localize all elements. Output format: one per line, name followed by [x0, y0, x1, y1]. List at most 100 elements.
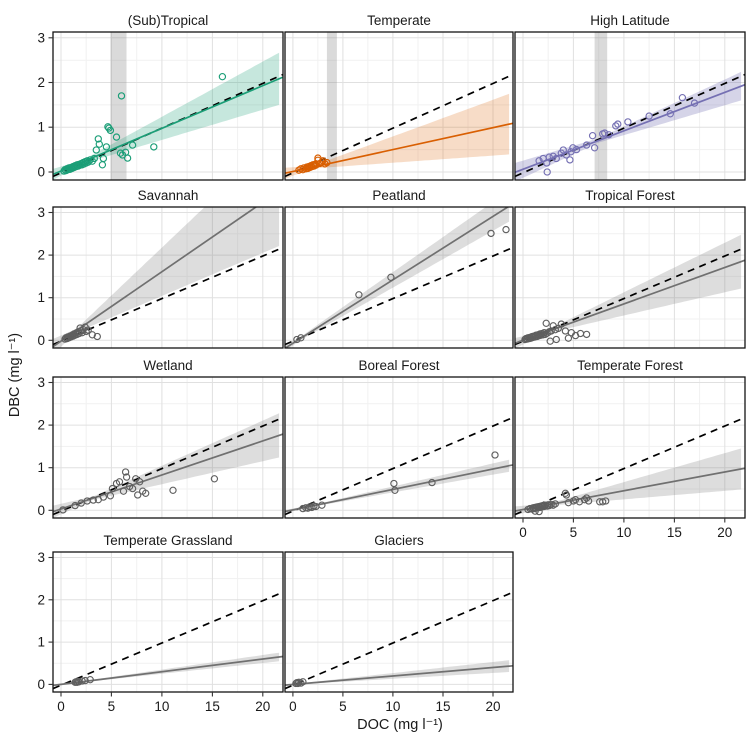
scatter-point: [123, 154, 132, 162]
x-tick-label: 10: [154, 699, 169, 714]
x-tick-label: 0: [519, 525, 527, 540]
x-tick-label: 5: [339, 699, 347, 714]
identity-line: [285, 591, 513, 690]
y-tick-label: 0: [37, 165, 45, 180]
scatter-point: [83, 157, 91, 165]
reference-doc-band: [594, 32, 608, 180]
scatter-point: [552, 154, 560, 163]
scatter-point: [94, 135, 102, 143]
scatter-point: [117, 92, 126, 100]
scatter-point: [584, 497, 593, 505]
scatter-point: [59, 506, 67, 514]
scatter-points: [524, 489, 610, 516]
y-axis-label: DBC (mg l⁻¹): [7, 332, 23, 418]
scatter-point: [564, 334, 573, 342]
scatter-point: [542, 319, 550, 327]
scatter-point: [540, 502, 548, 511]
x-tick-label: 5: [108, 699, 116, 714]
scatter-point: [210, 475, 219, 483]
regression-line: [53, 433, 283, 513]
scatter-point: [84, 158, 92, 166]
scatter-point: [108, 484, 117, 493]
scatter-point: [571, 496, 580, 504]
gridlines: [53, 552, 283, 692]
scatter-point: [136, 478, 144, 486]
scatter-point: [552, 335, 560, 344]
gridlines: [515, 207, 745, 348]
panel-title: Glaciers: [374, 533, 424, 548]
scatter-point: [690, 99, 699, 107]
scatter-point: [502, 225, 510, 234]
scatter-point: [391, 486, 399, 494]
gridlines: [285, 377, 513, 518]
scatter-point: [92, 146, 100, 154]
gridlines: [515, 32, 745, 180]
panel-boreal-forest: Boreal Forest: [284, 358, 514, 519]
y-axis-ticks: 0 1 2 3: [37, 30, 53, 180]
scatter-point: [142, 489, 150, 497]
y-tick-label: 0: [37, 333, 45, 348]
panel-background: [515, 207, 745, 348]
scatter-point: [590, 144, 599, 152]
scatter-point: [605, 131, 613, 139]
panel-border: [284, 31, 514, 181]
scatter-point: [106, 126, 115, 135]
scatter-point: [134, 491, 142, 499]
x-tick-label: 5: [570, 525, 578, 540]
x-tick-label: 20: [485, 699, 500, 714]
y-tick-label: 1: [37, 120, 45, 135]
scatter-point: [557, 320, 565, 328]
scatter-point: [122, 473, 131, 481]
y-tick-label: 3: [37, 205, 45, 220]
y-tick-label: 3: [37, 30, 45, 45]
panel-border: [514, 376, 746, 519]
y-axis-ticks: 0 1 2 3: [37, 205, 53, 348]
regression-line: [53, 207, 258, 348]
scatter-point: [323, 158, 331, 167]
scatter-point: [545, 153, 553, 161]
panel-border: [52, 551, 284, 693]
scatter-point: [588, 132, 597, 140]
scatter-point: [116, 149, 125, 157]
panel-border: [52, 31, 284, 181]
scatter-point: [318, 501, 326, 509]
panel-border: [284, 551, 514, 693]
x-axis-label: DOC (mg l⁻¹): [357, 717, 443, 733]
x-tick-label: 20: [255, 699, 270, 714]
panel-title: Savannah: [138, 188, 199, 203]
y-tick-label: 3: [37, 375, 45, 390]
panel-title: High Latitude: [590, 13, 670, 28]
identity-line: [53, 591, 283, 690]
scatter-point: [102, 143, 111, 151]
confidence-band: [285, 660, 510, 686]
scatter-point: [297, 334, 305, 342]
scatter-point: [71, 501, 79, 510]
scatter-point: [88, 331, 96, 339]
scatter-point: [84, 326, 92, 334]
y-tick-label: 1: [37, 290, 45, 305]
regression-line: [53, 655, 283, 687]
identity-line: [285, 416, 513, 516]
panel-border: [514, 31, 746, 181]
scatter-point: [218, 73, 227, 81]
scatter-point: [543, 159, 551, 167]
gridlines: [53, 377, 283, 518]
scatter-point: [535, 507, 543, 516]
regression-line: [285, 664, 513, 686]
scatter-points: [535, 94, 699, 176]
regression-line: [285, 464, 513, 513]
y-tick-label: 2: [37, 248, 45, 263]
scatter-point: [293, 335, 301, 344]
scatter-point: [128, 484, 137, 493]
scatter-point: [566, 156, 574, 164]
gridlines: [285, 552, 513, 692]
y-tick-label: 1: [37, 460, 45, 475]
panel-title: (Sub)Tropical: [128, 13, 209, 28]
panel-temperate-forest: Temperate Forest 0 5 10 15 20: [514, 358, 746, 540]
y-tick-label: 0: [37, 503, 45, 518]
panel-temperate: Temperate: [284, 13, 514, 181]
scatter-point: [582, 141, 591, 149]
panel-background: [515, 32, 745, 180]
scatter-point: [645, 112, 653, 120]
